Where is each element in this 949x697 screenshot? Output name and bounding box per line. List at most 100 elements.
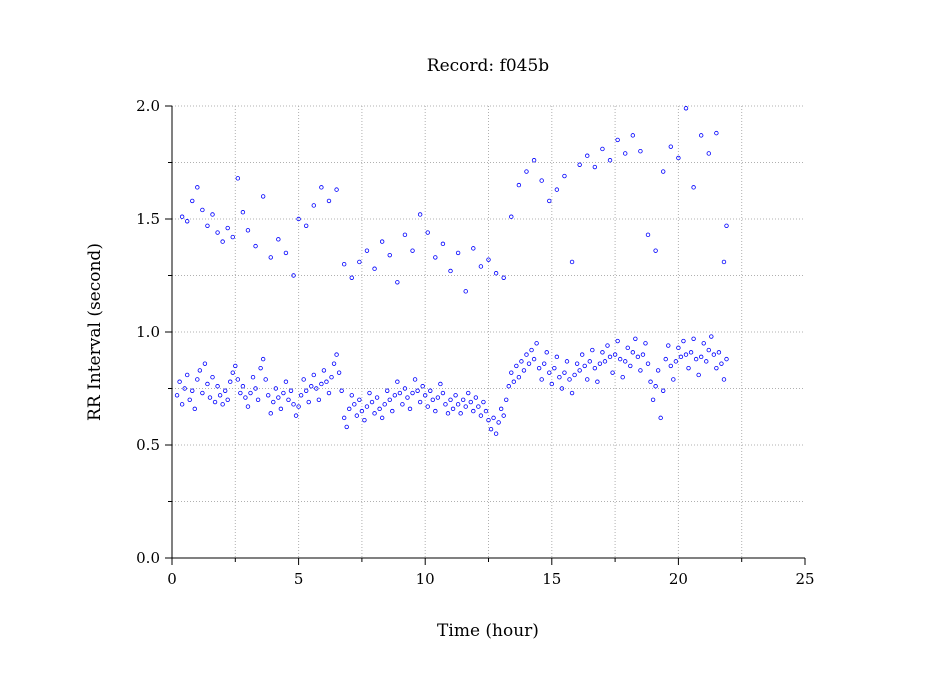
data-point (592, 365, 598, 371)
data-point (668, 363, 674, 369)
data-point (235, 176, 241, 181)
data-point (225, 397, 230, 402)
data-point (402, 386, 408, 391)
data-point (334, 187, 339, 192)
data-point (400, 402, 405, 407)
data-point (293, 413, 299, 418)
data-point (605, 343, 610, 348)
y-tick-label: 2.0 (136, 97, 160, 115)
data-point (301, 377, 306, 382)
data-point (458, 411, 463, 416)
data-point (341, 262, 347, 267)
data-point (676, 155, 681, 161)
data-point (443, 402, 448, 407)
data-point (539, 178, 544, 183)
data-point (711, 352, 717, 357)
data-point (706, 347, 711, 353)
data-point (610, 370, 615, 375)
data-point (448, 397, 453, 402)
data-point (303, 223, 309, 228)
data-point (402, 232, 408, 238)
data-point (187, 397, 192, 402)
data-point (202, 361, 208, 366)
data-point (369, 399, 375, 405)
data-point (255, 397, 261, 402)
data-point (509, 214, 514, 219)
data-point (190, 388, 195, 393)
data-point (372, 266, 377, 271)
data-point (511, 379, 517, 384)
data-point (359, 408, 365, 414)
data-point (425, 230, 430, 235)
data-point (602, 359, 608, 364)
data-point (250, 375, 256, 380)
data-point (273, 386, 279, 391)
data-point (547, 370, 552, 375)
data-point (564, 359, 570, 364)
data-point (476, 404, 481, 409)
x-axis-label: Time (hour) (437, 621, 539, 641)
data-point (174, 393, 180, 398)
data-point (438, 381, 443, 387)
data-point (701, 341, 706, 346)
data-point (585, 153, 590, 158)
data-point (288, 388, 294, 393)
data-point (245, 228, 251, 233)
data-point (719, 361, 724, 366)
data-point (625, 345, 630, 351)
data-point (190, 198, 195, 204)
data-point (410, 248, 415, 253)
data-point (215, 230, 220, 235)
data-point (268, 411, 273, 416)
data-point (668, 144, 674, 149)
data-point (638, 368, 643, 373)
data-point (215, 384, 220, 389)
data-point (319, 185, 324, 190)
data-point (253, 386, 258, 391)
data-point (417, 399, 423, 405)
data-point (385, 388, 390, 393)
data-point (562, 370, 567, 375)
data-point (544, 350, 549, 355)
data-point (200, 390, 205, 396)
data-point (673, 359, 679, 364)
data-point (615, 338, 620, 344)
data-point (577, 162, 582, 167)
data-point (587, 359, 592, 364)
data-point (387, 397, 392, 402)
data-point (321, 368, 327, 373)
data-point (212, 399, 218, 405)
data-point (612, 352, 618, 357)
data-point (314, 386, 319, 391)
data-point (364, 248, 370, 253)
data-point (633, 336, 638, 341)
x-tick-label: 20 (669, 570, 688, 588)
data-point (440, 390, 446, 396)
data-point (266, 393, 271, 398)
data-point (478, 413, 484, 418)
data-point (286, 397, 291, 402)
data-point (283, 250, 289, 256)
data-point (220, 402, 225, 407)
data-point (569, 390, 575, 396)
data-point (281, 390, 286, 396)
data-point (210, 212, 215, 217)
data-point (387, 252, 392, 258)
data-point (615, 137, 620, 143)
data-point (207, 395, 213, 400)
data-point (623, 151, 628, 156)
data-point (498, 406, 504, 412)
data-point (352, 402, 357, 407)
data-point (683, 352, 689, 357)
data-point (691, 185, 696, 190)
x-tick-label: 10 (416, 570, 435, 588)
data-point (379, 415, 385, 421)
data-point (582, 363, 587, 369)
data-point (243, 395, 248, 400)
data-point (205, 223, 210, 228)
data-point (696, 372, 701, 378)
data-point (240, 384, 246, 389)
data-point (405, 395, 410, 400)
data-point (524, 169, 529, 174)
data-point (377, 406, 382, 412)
